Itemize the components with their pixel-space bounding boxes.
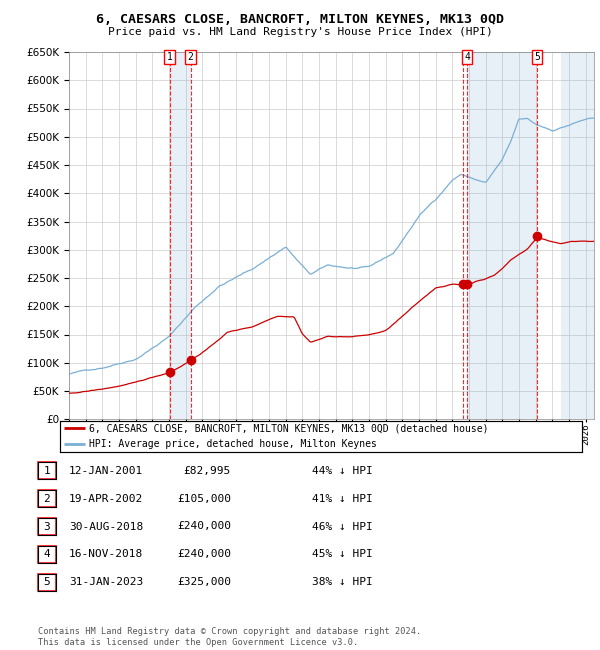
Text: 3: 3 — [43, 521, 50, 532]
Text: 1: 1 — [43, 465, 50, 476]
Bar — [560, 52, 594, 419]
Text: 30-AUG-2018: 30-AUG-2018 — [69, 521, 143, 532]
Text: 6, CAESARS CLOSE, BANCROFT, MILTON KEYNES, MK13 0QD: 6, CAESARS CLOSE, BANCROFT, MILTON KEYNE… — [96, 13, 504, 26]
Text: 45% ↓ HPI: 45% ↓ HPI — [312, 549, 373, 560]
Text: 44% ↓ HPI: 44% ↓ HPI — [312, 465, 373, 476]
Text: 19-APR-2002: 19-APR-2002 — [69, 493, 143, 504]
Text: Price paid vs. HM Land Registry's House Price Index (HPI): Price paid vs. HM Land Registry's House … — [107, 27, 493, 37]
Bar — [170, 52, 191, 419]
Text: 6, CAESARS CLOSE, BANCROFT, MILTON KEYNES, MK13 0QD (detached house): 6, CAESARS CLOSE, BANCROFT, MILTON KEYNE… — [89, 423, 488, 434]
Text: 31-JAN-2023: 31-JAN-2023 — [69, 577, 143, 588]
Text: £240,000: £240,000 — [177, 521, 231, 532]
Text: 5: 5 — [534, 52, 540, 62]
Text: £240,000: £240,000 — [177, 549, 231, 560]
Text: 16-NOV-2018: 16-NOV-2018 — [69, 549, 143, 560]
Text: £82,995: £82,995 — [184, 465, 231, 476]
Text: £325,000: £325,000 — [177, 577, 231, 588]
Text: 2: 2 — [43, 493, 50, 504]
Text: 4: 4 — [464, 52, 470, 62]
Text: Contains HM Land Registry data © Crown copyright and database right 2024.
This d: Contains HM Land Registry data © Crown c… — [38, 627, 421, 647]
Bar — [467, 52, 537, 419]
Text: 2: 2 — [188, 52, 194, 62]
Text: 12-JAN-2001: 12-JAN-2001 — [69, 465, 143, 476]
Text: 5: 5 — [43, 577, 50, 588]
Text: 4: 4 — [43, 549, 50, 560]
Text: HPI: Average price, detached house, Milton Keynes: HPI: Average price, detached house, Milt… — [89, 439, 377, 449]
Text: 38% ↓ HPI: 38% ↓ HPI — [312, 577, 373, 588]
Text: 41% ↓ HPI: 41% ↓ HPI — [312, 493, 373, 504]
Text: 46% ↓ HPI: 46% ↓ HPI — [312, 521, 373, 532]
Text: £105,000: £105,000 — [177, 493, 231, 504]
Text: 1: 1 — [167, 52, 173, 62]
